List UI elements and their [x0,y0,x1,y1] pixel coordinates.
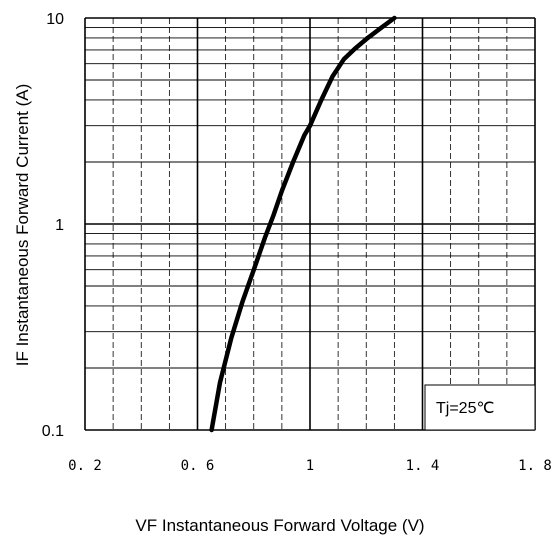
x-tick-label: 1. 8 [518,458,552,474]
x-tick-labels: 0. 2 0. 6 1 1. 4 1. 8 [68,458,552,474]
y-tick-label: 0.1 [42,423,64,440]
y-tick-labels: 0.1 1 10 [42,11,64,440]
x-tick-label: 1 [306,458,314,474]
series-line [209,15,397,433]
x-tick-label: 0. 6 [181,458,215,474]
grid [84,17,536,431]
annotation-label: Tj=25℃ [436,400,494,417]
x-axis-label: VF Instantaneous Forward Voltage (V) [135,516,424,535]
x-tick-label: 0. 2 [68,458,102,474]
y-tick-label: 1 [55,217,64,234]
x-tick-label: 1. 4 [406,458,440,474]
y-tick-label: 10 [46,11,64,28]
annotation-box [424,384,536,431]
y-axis-label: IF Instantaneous Forward Current (A) [13,84,32,367]
